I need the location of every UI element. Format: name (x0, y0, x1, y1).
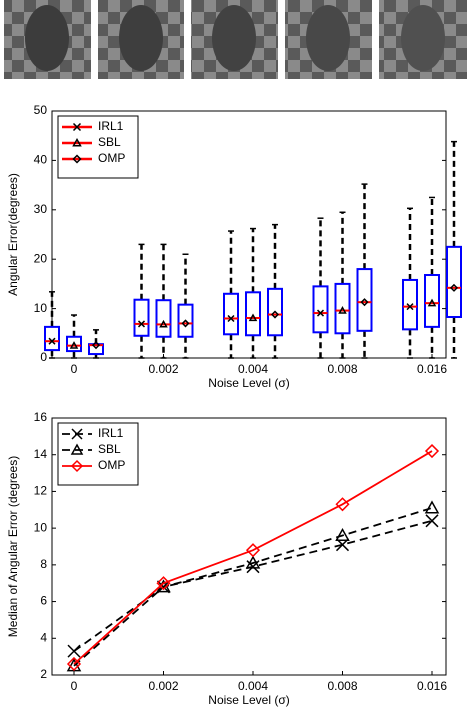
series-line (73, 507, 433, 667)
series-line (73, 519, 433, 652)
y-tick-label: 2 (40, 667, 47, 681)
marker (360, 298, 369, 307)
marker (449, 283, 459, 292)
y-tick-label: 20 (34, 251, 48, 265)
y-tick-label: 16 (34, 410, 48, 424)
y-tick-label: 12 (34, 484, 48, 498)
box (223, 292, 239, 336)
legend-label: OMP (98, 151, 125, 165)
y-tick-label: 10 (34, 520, 48, 534)
marker (245, 543, 261, 558)
y-tick-label: 4 (40, 630, 47, 644)
x-tick-label: 0.002 (148, 679, 178, 693)
legend-label: IRL1 (98, 119, 124, 133)
marker (72, 122, 82, 132)
plot-area (51, 110, 447, 359)
plot-area (51, 417, 447, 676)
marker (66, 656, 82, 672)
y-tick-label: 30 (34, 202, 48, 216)
marker (71, 428, 83, 440)
marker (427, 298, 437, 307)
x-axis-label: Noise Level (σ) (208, 693, 289, 707)
image (379, 0, 467, 79)
x-tick-label: 0.004 (238, 362, 268, 376)
y-tick-label: 0 (40, 350, 47, 364)
box (446, 245, 462, 318)
marker (424, 500, 440, 514)
image (285, 0, 372, 79)
marker (425, 514, 439, 528)
image-strip (4, 0, 467, 79)
marker (227, 314, 235, 323)
marker (406, 303, 414, 311)
y-tick-label: 6 (40, 594, 47, 608)
image (4, 0, 91, 79)
marker (316, 309, 325, 317)
x-tick-label: 0.008 (327, 679, 357, 693)
legend-label: IRL1 (98, 426, 124, 440)
legend (57, 422, 139, 486)
y-axis-label: Angular Error(degrees) (6, 173, 20, 296)
series-line (73, 450, 433, 665)
x-tick-label: 0 (71, 362, 78, 376)
x-tick-label: 0.016 (417, 679, 447, 693)
y-tick-label: 14 (34, 447, 48, 461)
y-axis-label: Median of Angular Error (degrees) (6, 456, 20, 637)
y-tick-label: 50 (34, 103, 48, 117)
marker (69, 341, 79, 349)
box (312, 285, 329, 334)
x-tick-label: 0.004 (238, 679, 268, 693)
marker (335, 527, 350, 542)
box (133, 298, 150, 337)
image (98, 0, 184, 79)
marker (156, 576, 171, 591)
x-tick-label: 0.016 (417, 362, 447, 376)
marker (70, 443, 84, 455)
x-axis-label: Noise Level (σ) (208, 376, 289, 390)
marker (67, 644, 81, 658)
marker (137, 320, 146, 328)
legend (57, 115, 139, 179)
marker (72, 154, 82, 164)
marker (159, 319, 168, 328)
marker (70, 459, 84, 473)
legend-label: SBL (98, 135, 121, 149)
marker (248, 313, 258, 322)
x-tick-label: 0.008 (327, 362, 357, 376)
marker (270, 310, 280, 319)
marker (245, 555, 261, 569)
marker (91, 341, 101, 350)
y-tick-label: 10 (34, 301, 48, 315)
marker (72, 137, 82, 147)
legend-label: OMP (98, 458, 125, 472)
box (155, 299, 172, 338)
marker (424, 443, 440, 459)
x-tick-label: 0 (71, 679, 78, 693)
x-tick-label: 0.002 (148, 362, 178, 376)
y-tick-label: 40 (34, 153, 48, 167)
image (191, 0, 278, 79)
y-tick-label: 8 (40, 557, 47, 571)
box (44, 325, 60, 352)
box (402, 278, 418, 331)
legend-label: SBL (98, 442, 121, 456)
marker (335, 497, 350, 512)
marker (338, 306, 347, 314)
marker (181, 319, 190, 328)
marker (48, 337, 56, 345)
